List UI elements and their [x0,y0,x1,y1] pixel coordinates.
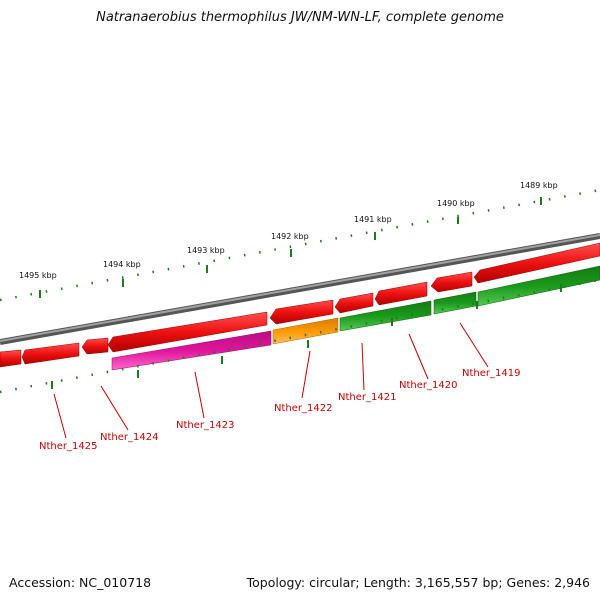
reverse-strand-genes [111,265,600,371]
gene-block-green [433,291,477,315]
gene-label-nther-1419: Nther_1419 [462,368,520,379]
gene-label-nther-1425: Nther_1425 [39,441,97,452]
inner-ruler-major-ticks [51,284,562,389]
gene-label-nther-1423: Nther_1423 [176,420,234,431]
ruler-labels: 1489 kbp 1490 kbp 1491 kbp 1492 kbp 1493… [19,181,558,280]
gene-block-pink [111,330,272,371]
gene-label-nther-1424: Nther_1424 [100,432,158,443]
ruler-label-1495: 1495 kbp [19,271,57,280]
gene-arrow [107,311,268,353]
gene-labels: Nther_1419 Nther_1420 Nther_1421 Nther_1… [39,368,520,452]
gene-arrow [473,242,600,284]
genome-summary-text: Topology: circular; Length: 3,165,557 bp… [246,575,590,590]
gene-block-green [339,300,432,332]
gene-arrow [430,271,473,293]
map-title: Natranaerobius thermophilus JW/NM-WN-LF,… [96,10,504,25]
gene-arrow [374,281,428,306]
ruler-label-1491: 1491 kbp [354,215,392,224]
gene-block-orange [272,317,339,345]
outer-ruler-major-ticks [39,197,542,298]
gene-callout-lines [53,322,489,439]
ruler-label-1489: 1489 kbp [520,181,558,190]
outer-ruler-dots [0,188,600,302]
ruler-label-1494: 1494 kbp [103,260,141,269]
genome-backbone [0,233,600,345]
gene-label-nther-1421: Nther_1421 [338,392,396,403]
gene-arrow [269,299,334,325]
gene-arrow [21,342,80,365]
forward-strand-genes [0,242,600,368]
ruler-label-1490: 1490 kbp [437,199,475,208]
ruler-label-1492: 1492 kbp [271,232,309,241]
gene-label-nther-1422: Nther_1422 [274,403,332,414]
gene-arrow [81,337,109,355]
accession-text: Accession: NC_010718 [9,575,152,590]
ruler-label-1493: 1493 kbp [187,246,225,255]
gene-arrow [334,292,374,314]
gene-arrow [0,349,22,368]
gene-label-nther-1420: Nther_1420 [399,380,457,391]
